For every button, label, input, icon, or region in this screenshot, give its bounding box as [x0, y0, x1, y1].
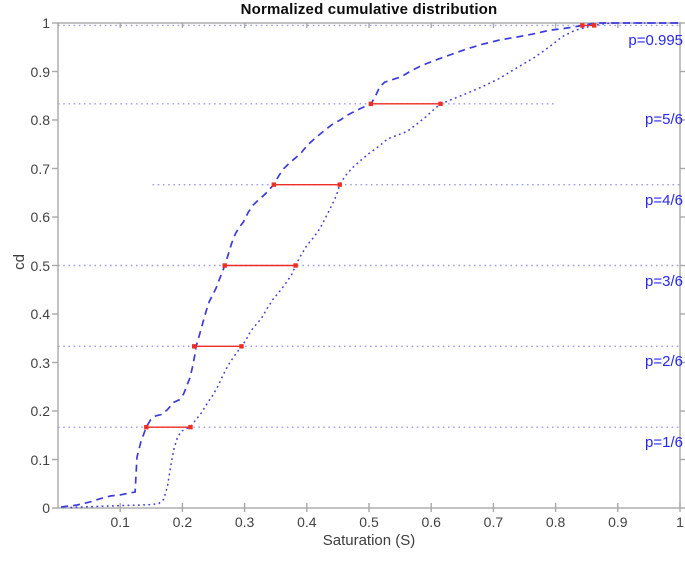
y-tick-label: 0.3 [30, 354, 50, 371]
y-tick-label: 0.6 [30, 209, 50, 225]
x-tick-label: 0.2 [172, 514, 193, 530]
quantile-label: p=5/6 [645, 110, 683, 128]
x-tick-label: 1 [676, 514, 684, 530]
y-tick-label: 0 [42, 500, 50, 516]
quantile-gridlines [58, 24, 680, 428]
x-axis-label: Saturation (S) [322, 532, 416, 549]
y-tick-label: 0.9 [30, 63, 50, 80]
quantile-label: p=4/6 [645, 191, 683, 209]
series-dashed [60, 22, 680, 508]
x-tick-label: 0.5 [359, 514, 379, 530]
x-tick-label: 0.9 [608, 514, 628, 530]
y-tick-label: 0.5 [30, 257, 50, 274]
quantile-label: p=1/6 [645, 434, 683, 452]
quantile-label: p=3/6 [645, 272, 683, 290]
y-tick-label: 0.1 [30, 451, 50, 468]
y-tick-label: 0.4 [30, 306, 50, 322]
x-tick-label: 0.8 [545, 514, 566, 530]
series-dotted [70, 22, 680, 509]
y-tick-label: 1 [42, 15, 50, 31]
axes-box [52, 22, 685, 512]
chart-title: Normalized cumulative distribution [240, 1, 498, 18]
quantile-label: p=2/6 [645, 353, 683, 371]
x-tick-label: 0.7 [483, 514, 504, 530]
quantile-label: p=0.995 [628, 32, 683, 50]
x-tick-label: 0.6 [421, 514, 441, 530]
x-tick-label: 0.4 [297, 514, 317, 530]
y-tick-label: 0.7 [30, 160, 50, 177]
x-tick-label: 0.1 [110, 514, 130, 530]
quantile-segments [144, 23, 597, 430]
y-tick-label: 0.2 [30, 403, 50, 419]
y-tick-label: 0.8 [30, 112, 50, 128]
x-tick-label: 0.3 [234, 514, 255, 530]
